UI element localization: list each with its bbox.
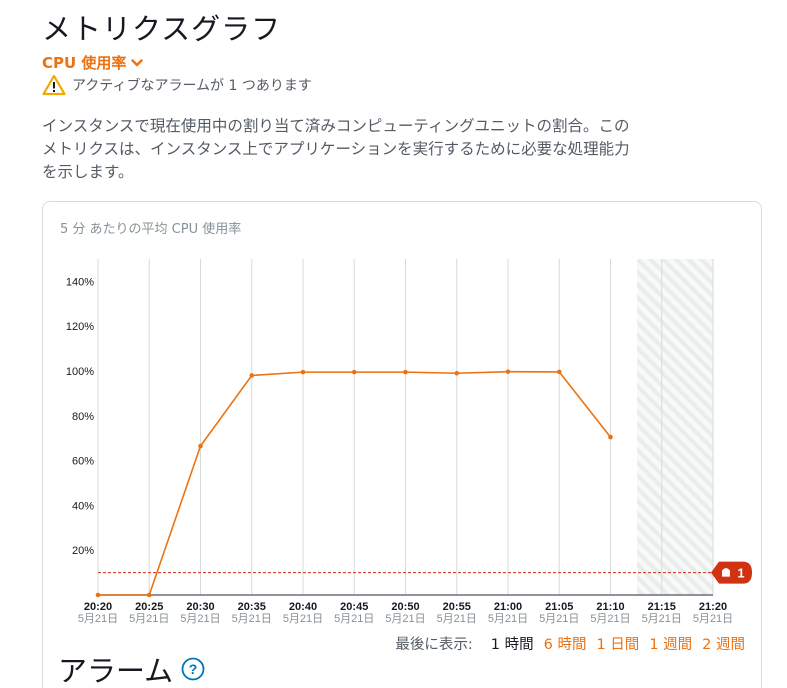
page-title: メトリクスグラフ <box>42 12 282 46</box>
x-tick-date-label: 5月21日 <box>78 613 118 625</box>
x-tick-date-label: 5月21日 <box>232 613 272 625</box>
x-tick-date-label: 5月21日 <box>539 613 579 625</box>
alarm-section-title: アラーム <box>58 654 174 688</box>
warning-icon <box>42 74 66 96</box>
cpu-data-point <box>351 369 357 375</box>
x-tick-date-label: 5月21日 <box>129 613 169 625</box>
y-tick-label: 80% <box>72 411 94 423</box>
future-region-hatch <box>637 259 713 595</box>
active-alarm-notice: アクティブなアラームが 1 つあります <box>42 74 312 96</box>
cpu-data-point <box>556 369 562 375</box>
chart-card: 5 分 あたりの平均 CPU 使用率 20% 40% 60% 80% 100% 120% 1… <box>42 201 762 688</box>
alarm-badge[interactable] <box>711 561 752 584</box>
y-tick-label: 20% <box>72 545 94 557</box>
x-tick-label: 21:00 <box>494 601 522 613</box>
chevron-down-icon <box>131 58 144 66</box>
x-tick-date-label: 5月21日 <box>642 613 682 625</box>
x-tick-label: 21:20 <box>699 601 727 613</box>
bell-icon <box>722 568 730 577</box>
x-tick-label: 21:15 <box>648 601 676 613</box>
y-tick-label: 60% <box>72 456 94 468</box>
chart-subtitle: 5 分 あたりの平均 CPU 使用率 <box>60 222 242 237</box>
alarm-section-heading: アラーム ? <box>58 648 205 688</box>
x-tick-date-label: 5月21日 <box>283 613 323 625</box>
metric-dropdown-label: CPU 使用率 <box>42 54 127 72</box>
x-tick-label: 21:10 <box>596 601 624 613</box>
range-option-1w[interactable]: 1 週間 <box>649 637 693 653</box>
x-tick-date-label: 5月21日 <box>437 613 477 625</box>
x-tick-label: 20:50 <box>391 601 419 613</box>
cpu-data-point <box>608 434 613 440</box>
x-tick-date-label: 5月21日 <box>334 613 374 625</box>
x-tick-label: 20:20 <box>84 601 112 613</box>
y-tick-label: 120% <box>66 321 94 333</box>
metric-description: インスタンスで現在使用中の割り当て済みコンピューティングユニットの割合。このメト… <box>42 117 630 181</box>
cpu-data-point <box>454 370 460 376</box>
x-tick-label: 20:55 <box>443 601 471 613</box>
x-tick-label: 20:25 <box>135 601 163 613</box>
x-tick-label: 21:05 <box>545 601 573 613</box>
y-tick-label: 40% <box>72 500 94 512</box>
cpu-data-point <box>198 443 203 449</box>
x-tick-date-label: 5月21日 <box>180 613 220 625</box>
cpu-data-point <box>505 369 511 374</box>
cpu-data-point <box>403 369 408 375</box>
y-tick-label: 140% <box>66 276 94 288</box>
x-tick-date-label: 5月21日 <box>693 613 733 625</box>
svg-text:?: ? <box>189 661 198 677</box>
range-option-6h[interactable]: 6 時間 <box>543 637 587 653</box>
x-tick-label: 20:35 <box>238 601 266 613</box>
cpu-data-point <box>249 373 255 378</box>
y-tick-label: 100% <box>66 366 94 378</box>
range-option-1d[interactable]: 1 日間 <box>596 637 640 653</box>
help-icon[interactable]: ? <box>181 657 205 681</box>
x-tick-label: 20:30 <box>186 601 214 613</box>
alarm-badge-count: 1 <box>737 566 744 581</box>
cpu-utilization-chart: 20%40%60%80%100%120%140%20:205月21日20:255… <box>66 259 752 625</box>
time-range-selector: 最後に表示: 1 時間 6 時間 1 日間 1 週間 2 週間 <box>395 633 745 654</box>
x-tick-date-label: 5月21日 <box>590 613 630 625</box>
cpu-data-point <box>300 369 306 375</box>
x-tick-label: 20:40 <box>289 601 317 613</box>
alarm-notice-text: アクティブなアラームが 1 つあります <box>72 78 312 94</box>
range-option-2w[interactable]: 2 週間 <box>702 637 745 653</box>
cpu-data-point <box>146 592 152 598</box>
range-option-1h[interactable]: 1 時間 <box>490 637 534 653</box>
x-tick-date-label: 5月21日 <box>488 613 528 625</box>
x-tick-date-label: 5月21日 <box>385 613 425 625</box>
metric-dropdown[interactable]: CPU 使用率 <box>42 52 144 73</box>
time-range-label: 最後に表示: <box>395 637 473 653</box>
x-tick-label: 20:45 <box>340 601 368 613</box>
cpu-data-point <box>95 592 101 598</box>
